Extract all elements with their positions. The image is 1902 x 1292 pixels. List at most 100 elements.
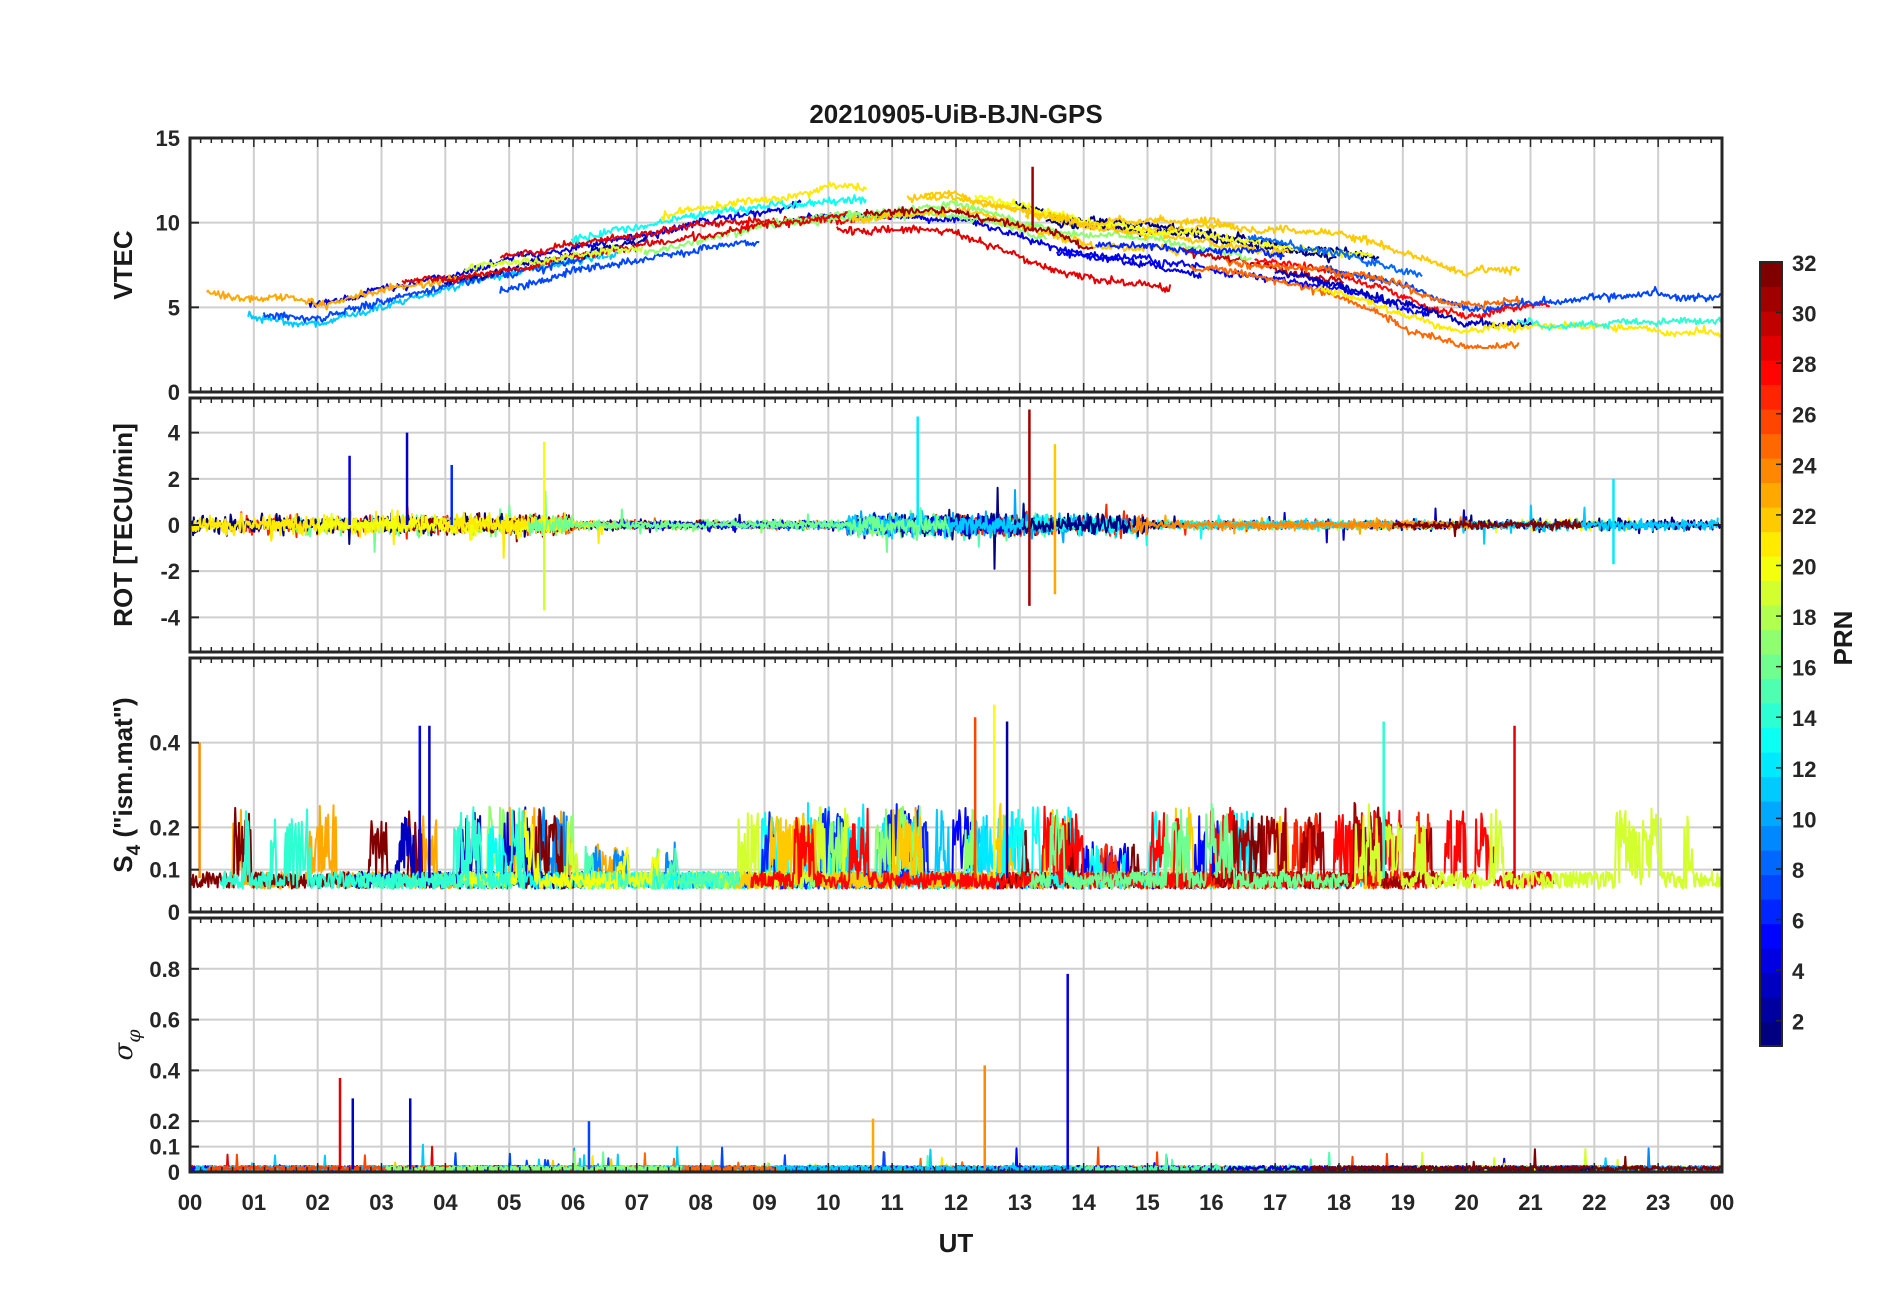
colorbar-segment [1760,678,1782,704]
colorbar-segment [1760,801,1782,827]
colorbar-segment [1760,703,1782,729]
y-tick-label: -2 [160,559,180,584]
series-line [1254,258,1551,320]
colorbar-tick-label: 14 [1792,706,1817,731]
series-line [1029,803,1349,890]
x-tick-label: 13 [1008,1190,1032,1215]
x-tick-label: 18 [1327,1190,1351,1215]
x-tick-label: 04 [433,1190,458,1215]
series-line [218,806,526,890]
y-axis-label: S4 ("ism.mat") [108,697,145,872]
colorbar-tick-label: 20 [1792,554,1816,579]
series-line [1314,285,1722,338]
colorbar-segment [1760,629,1782,655]
series-line [262,247,610,323]
series-line [1351,803,1723,890]
colorbar-segment [1760,531,1782,557]
colorbar-segment [1760,825,1782,851]
series-line [1247,234,1423,278]
colorbar-tick-label: 24 [1792,453,1817,478]
y-tick-label: 0.4 [149,1058,180,1083]
y-tick-label: 0.6 [149,1008,180,1033]
y-axis-label: ROT [TECU/min] [108,423,138,627]
x-tick-label: 11 [881,1190,904,1215]
chart-title: 20210905-UiB-BJN-GPS [809,99,1102,129]
y-tick-label: 0 [168,1160,180,1185]
series-line [247,251,620,328]
series-line [385,1150,683,1172]
series-line [570,194,867,244]
y-tick-label: 10 [156,211,180,236]
series-line [499,210,910,259]
series-line [499,239,760,294]
x-tick-label: 22 [1582,1190,1606,1215]
colorbar-segment [1760,433,1782,459]
y-tick-label: 5 [168,295,180,320]
colorbar-tick-label: 30 [1792,302,1816,327]
series-group [205,166,1723,349]
series-line [463,244,644,273]
colorbar-tick-label: 28 [1792,352,1816,377]
y-tick-label: 0 [168,380,180,405]
series-line [836,224,1172,293]
colorbar-segment [1760,482,1782,508]
colorbar-segment [1760,997,1782,1023]
x-tick-label: 14 [1071,1190,1096,1215]
colorbar-segment [1760,458,1782,484]
colorbar-tick-label: 2 [1792,1010,1804,1035]
x-tick-label: 01 [242,1190,266,1215]
x-tick-label: 05 [497,1190,521,1215]
series-line [1516,316,1723,331]
colorbar-tick-label: 10 [1792,807,1816,832]
colorbar-segment [1760,286,1782,312]
x-tick-label: 02 [305,1190,329,1215]
x-tick-label: 15 [1135,1190,1159,1215]
y-tick-label: 4 [168,421,181,446]
colorbar-tick-label: 12 [1792,757,1816,782]
series-line [660,181,868,222]
y-tick-label: 0 [168,900,180,925]
colorbar-segment [1760,384,1782,410]
x-tick-label: 07 [625,1190,649,1215]
x-tick-label: 12 [944,1190,968,1215]
series-line [1311,1148,1723,1172]
panel-rot: -4 -2 0 2 4 ROT [TECU/min] [108,396,1724,654]
series-line [906,193,1235,236]
colorbar-tick-label: 22 [1792,504,1816,529]
x-tick-labels: 00 01 02 03 04 05 06 07 08 09 10 11 12 13 14 15 16 17 18 19… [178,1190,1734,1215]
colorbar-segment [1760,874,1782,900]
series-line [1225,259,1521,310]
colorbar-segment [1760,1021,1782,1047]
series-line [1094,241,1285,261]
colorbar-segment [1760,507,1782,533]
y-tick-label: 0.2 [149,815,180,840]
x-tick-label: 10 [816,1190,840,1215]
panel-s4: 0 0.1 0.2 0.4S4 ("ism.mat") [108,656,1724,925]
x-tick-label: 21 [1518,1190,1542,1215]
colorbar-segment [1760,776,1782,802]
colorbar-segment [1760,654,1782,680]
y-tick-label: -4 [160,605,180,630]
y-tick-label: 0.1 [149,1135,180,1160]
colorbar-tick-label: 4 [1792,959,1805,984]
colorbar-tick-label: 26 [1792,403,1816,428]
colorbar-segment [1760,923,1782,949]
y-tick-label: 0.4 [149,731,180,756]
colorbar-segment [1760,727,1782,753]
x-tick-label: 17 [1263,1190,1287,1215]
series-line [1189,264,1520,349]
colorbar-segment [1760,605,1782,631]
y-tick-label: 15 [156,126,180,151]
colorbar-segment [1760,409,1782,435]
panel-sigma_phi: 00.10.2 0.4 0.6 0.8 σφ [109,916,1724,1185]
series-line [923,189,1290,258]
x-tick-label: 16 [1199,1190,1223,1215]
colorbar-tick-label: 8 [1792,858,1804,883]
y-tick-label: 0.1 [149,858,180,883]
series-line [205,271,478,311]
x-axis-label: UT [939,1228,974,1258]
series-line [401,210,848,285]
